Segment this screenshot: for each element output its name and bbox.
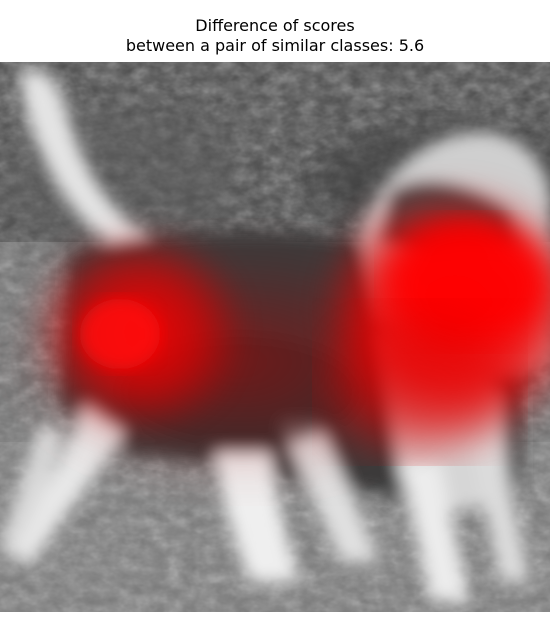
title-line-1: Difference of scores	[195, 16, 355, 35]
saliency-heatmap	[10, 182, 550, 482]
title-line-2: between a pair of similar classes: 5.6	[125, 36, 425, 55]
heatmap-overlay-image	[0, 62, 550, 612]
figure-title: Difference of scores between a pair of s…	[0, 16, 550, 56]
dog-photo-with-heatmap	[0, 62, 550, 612]
